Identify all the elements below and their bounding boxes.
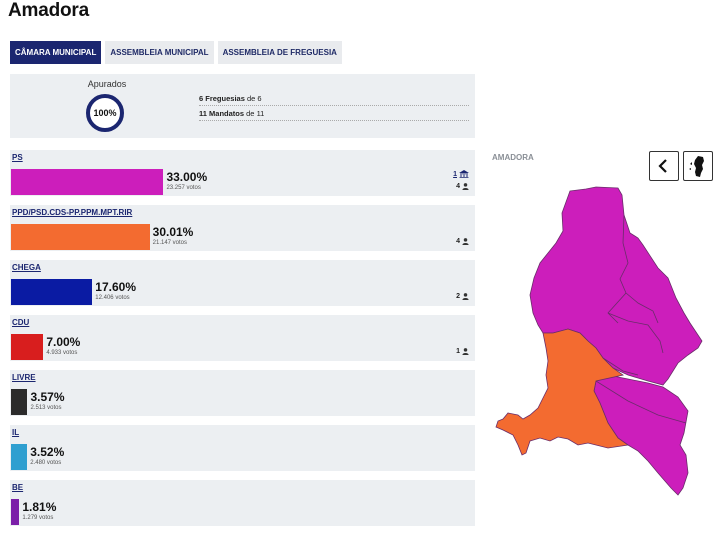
seat-count: 1 xyxy=(456,348,469,355)
seat-count-value: 4 xyxy=(456,238,460,245)
president-seat-count: 1 xyxy=(453,170,457,178)
party-bar xyxy=(11,224,150,250)
party-percentage: 30.01% xyxy=(152,225,194,239)
election-tabs: CÂMARA MUNICIPAL ASSEMBLEIA MUNICIPAL AS… xyxy=(10,41,342,64)
person-icon xyxy=(462,348,469,355)
seat-count-value: 4 xyxy=(456,183,460,190)
map-region-psd[interactable] xyxy=(495,328,630,456)
tab-camara-municipal[interactable]: CÂMARA MUNICIPAL xyxy=(10,41,102,64)
party-name-link[interactable]: IL xyxy=(12,428,20,437)
apurados-progress-ring: 100% xyxy=(86,94,124,132)
party-votes: 1.279 votos xyxy=(22,515,54,521)
party-percentage: 3.52% xyxy=(30,445,65,459)
person-icon xyxy=(462,183,469,190)
party-bar xyxy=(11,279,93,305)
map-inner-boundaries xyxy=(595,214,687,424)
mandatos-label: Mandatos xyxy=(209,109,245,118)
seat-count-value: 1 xyxy=(456,348,460,355)
party-votes: 21.147 votos xyxy=(152,240,187,246)
mandatos-total: de 11 xyxy=(246,109,265,118)
freguesias-summary: 6 Freguesias de 6 xyxy=(199,94,469,106)
president-seat[interactable]: 1 xyxy=(453,170,469,178)
party-name-link[interactable]: CDU xyxy=(12,318,30,327)
party-bar xyxy=(11,334,44,360)
party-votes: 4.933 votos xyxy=(46,350,78,356)
party-votes: 2.513 votos xyxy=(30,405,62,411)
party-row-il: IL 3.52% 2.480 votos xyxy=(10,425,475,471)
party-bar xyxy=(11,444,28,470)
map-back-button[interactable] xyxy=(649,151,679,181)
seat-count: 2 xyxy=(456,293,469,300)
portugal-map-icon xyxy=(689,156,704,177)
seat-count-value: 2 xyxy=(456,293,460,300)
seat-count: 4 xyxy=(456,238,469,245)
party-percentage: 7.00% xyxy=(46,335,81,349)
seat-count: 4 xyxy=(456,183,469,190)
party-name-link[interactable]: PS xyxy=(12,153,23,162)
party-percentage: 33.00% xyxy=(166,170,208,184)
party-row-be: BE 1.81% 1.279 votos xyxy=(10,480,475,526)
mandatos-count: 11 xyxy=(199,109,207,118)
person-icon xyxy=(462,238,469,245)
mandatos-summary: 11 Mandatos de 11 xyxy=(199,109,469,121)
party-name-link[interactable]: PPD/PSD.CDS-PP.PPM.MPT.RIR xyxy=(12,208,133,217)
party-row-livre: LIVRE 3.57% 2.513 votos xyxy=(10,370,475,416)
tab-assembleia-freguesia[interactable]: ASSEMBLEIA DE FREGUESIA xyxy=(217,41,342,64)
freguesias-total: de 6 xyxy=(246,94,262,103)
party-percentage: 1.81% xyxy=(22,500,57,514)
party-percentage: 3.57% xyxy=(30,390,65,404)
party-row-cdu: CDU 7.00% 4.933 votos 1 xyxy=(10,315,475,361)
town-hall-icon xyxy=(459,170,469,178)
party-bar xyxy=(11,169,164,195)
party-name-link[interactable]: CHEGA xyxy=(12,263,41,272)
person-icon xyxy=(462,293,469,300)
party-percentage: 17.60% xyxy=(95,280,136,294)
apurados-label: Apurados xyxy=(87,79,127,89)
party-row-ps: PS 33.00% 23.257 votos 1 4 xyxy=(10,150,475,196)
party-bar xyxy=(11,499,20,525)
party-votes: 23.257 votos xyxy=(166,185,201,191)
portugal-map-button[interactable] xyxy=(683,151,713,181)
party-row-chega: CHEGA 17.60% 12.406 votos 2 xyxy=(10,260,475,306)
freguesias-count: 6 xyxy=(199,94,204,103)
tab-assembleia-municipal[interactable]: ASSEMBLEIA MUNICIPAL xyxy=(105,41,214,64)
page-title: Amadora xyxy=(8,0,89,21)
results-summary: Apurados 100% 6 Freguesias de 6 11 Manda… xyxy=(10,74,475,138)
party-name-link[interactable]: LIVRE xyxy=(12,373,36,382)
party-votes: 2.480 votos xyxy=(30,460,62,466)
party-row-psd: PPD/PSD.CDS-PP.PPM.MPT.RIR 30.01% 21.147… xyxy=(10,205,475,251)
amadora-map xyxy=(495,186,703,496)
party-votes: 12.406 votos xyxy=(95,295,130,301)
party-name-link[interactable]: BE xyxy=(12,483,24,492)
party-bar xyxy=(11,389,28,415)
map-region-ps-north[interactable] xyxy=(529,186,703,386)
freguesias-label: Freguesias xyxy=(205,94,245,103)
map-region-label: AMADORA xyxy=(492,153,534,162)
chevron-left-icon xyxy=(658,159,667,173)
